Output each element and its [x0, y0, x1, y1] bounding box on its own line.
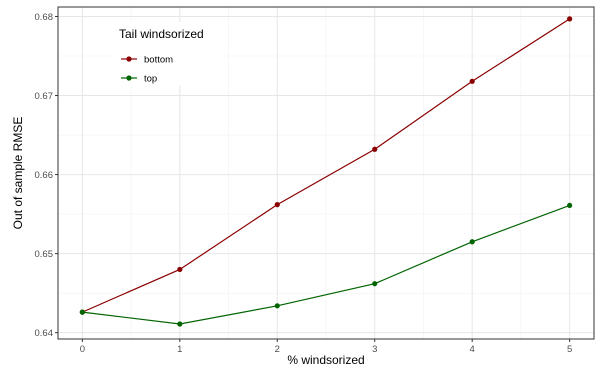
data-point-bottom	[469, 78, 475, 84]
data-point-top	[567, 202, 573, 209]
data-point-bottom	[274, 202, 280, 208]
data-point-top	[79, 309, 85, 315]
data-point-bottom	[177, 266, 183, 273]
legend-title: Tail windsorized	[119, 27, 204, 41]
series-layer	[79, 16, 573, 327]
series-line-top	[82, 204, 570, 325]
data-point-top	[372, 281, 378, 287]
data-point-top	[177, 321, 183, 327]
data-point-bottom	[372, 146, 378, 152]
data-point-top	[469, 239, 475, 245]
y-tick-label: 0.67	[35, 91, 54, 102]
legend-items: bottom top	[121, 54, 173, 84]
y-tick-label: 0.64	[35, 328, 54, 339]
legend-key-point-bottom	[126, 56, 132, 62]
x-tick-label: 2	[275, 344, 280, 355]
major-gridlines	[58, 7, 594, 339]
series-line-bottom	[82, 18, 570, 313]
x-axis: 0 1 2 3 4 5	[80, 339, 572, 355]
legend-key-point-top	[126, 75, 132, 81]
minor-gridlines	[58, 7, 594, 339]
legend-background	[112, 22, 224, 86]
y-tick-label: 0.68	[35, 12, 54, 23]
x-axis-title: % windsorized	[287, 353, 364, 367]
legend-label-top: top	[144, 73, 157, 84]
legend: Tail windsorized bottom top	[112, 22, 224, 86]
legend-label-bottom: bottom	[144, 54, 173, 65]
data-point-bottom	[567, 16, 573, 22]
y-axis-title: Out of sample RMSE	[11, 117, 25, 230]
y-tick-label: 0.66	[35, 170, 54, 181]
x-tick-label: 5	[567, 344, 572, 355]
y-tick-label: 0.65	[35, 249, 54, 260]
x-tick-label: 4	[470, 344, 475, 355]
plot-panel-border	[57, 6, 595, 340]
x-tick-label: 3	[372, 344, 377, 355]
x-tick-label: 1	[177, 344, 182, 355]
x-tick-label: 0	[80, 344, 85, 355]
data-point-top	[274, 303, 280, 309]
y-axis: 0.64 0.65 0.66 0.67 0.68	[35, 12, 58, 339]
